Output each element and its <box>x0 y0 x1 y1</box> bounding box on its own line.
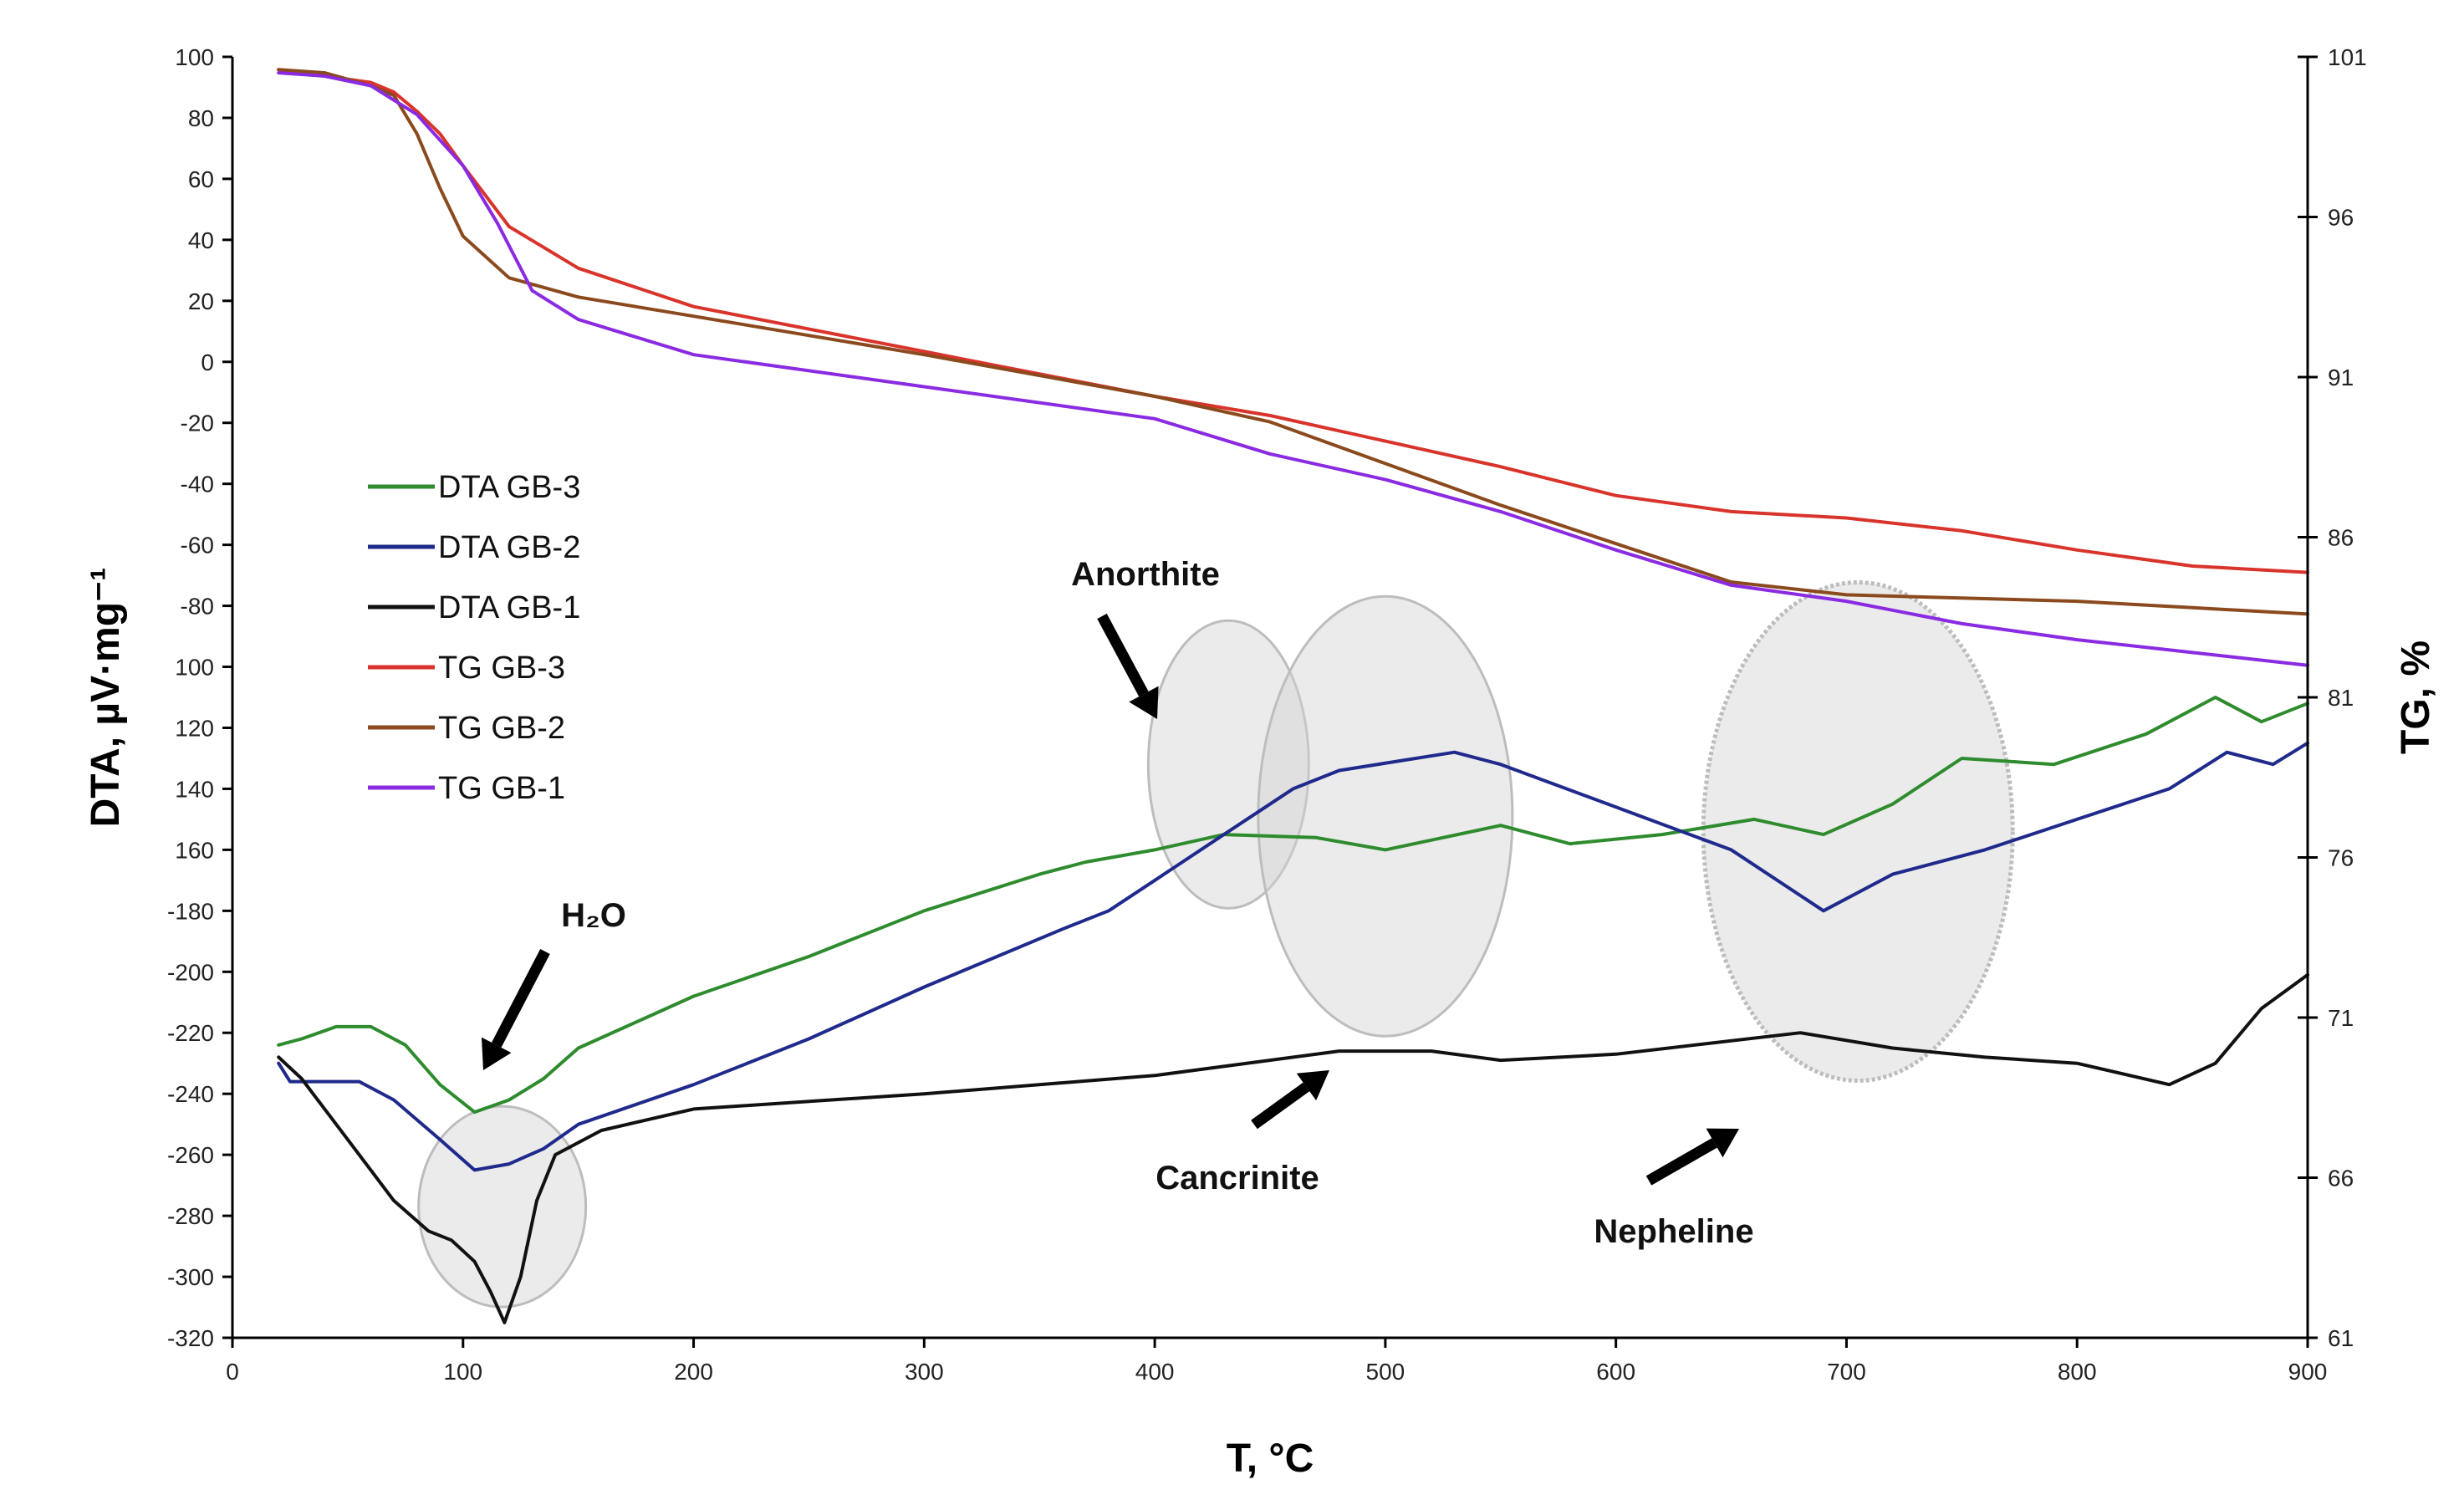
nepheline-arrow-shaft <box>1645 1138 1717 1186</box>
left-y-tick-label: 100 <box>175 655 214 681</box>
series-line-dta-gb-2 <box>277 741 2309 1172</box>
series-line-tg-gb-1 <box>277 71 2309 667</box>
right-y-tick-label: 81 <box>2328 685 2354 711</box>
annotation-label: Cancrinite <box>1155 1160 1319 1196</box>
legend-label: DTA GB-2 <box>438 530 580 565</box>
x-axis-title: T, °C <box>1227 1436 1314 1481</box>
left-y-tick-label: -220 <box>167 1020 214 1046</box>
right-y-axis-title: TG, % <box>2394 640 2438 754</box>
left-y-tick-label: -240 <box>167 1081 214 1107</box>
series-line-tg-gb-2 <box>277 68 2309 616</box>
tick-marks-and-labels: 0 100 200 300 400 500 600 700 800 900100806040200… <box>167 44 2367 1385</box>
cancrinite-arrow-head <box>1296 1070 1329 1101</box>
left-y-tick-label: -80 <box>181 594 214 620</box>
left-y-tick-label: 20 <box>188 288 214 314</box>
h2o-arrow-shaft <box>491 948 550 1048</box>
left-y-tick-label: -320 <box>167 1325 214 1351</box>
annotation-label: Nepheline <box>1594 1213 1753 1250</box>
anorthite-arrow-shaft <box>1097 613 1149 697</box>
annotation-label: Anorthite <box>1071 556 1220 593</box>
left-y-tick-label: 60 <box>188 166 214 192</box>
x-tick-label: 900 <box>2288 1359 2328 1385</box>
legend-label: DTA GB-3 <box>438 470 580 505</box>
right-y-tick-label: 76 <box>2328 845 2354 871</box>
left-y-tick-label: 0 <box>201 349 214 375</box>
left-y-tick-label: 40 <box>188 227 214 253</box>
left-y-tick-label: -200 <box>167 959 214 985</box>
x-tick-label: 0 <box>226 1359 239 1385</box>
anorthite-arrow-head <box>1129 686 1159 719</box>
series-line-dta-gb-3 <box>277 696 2309 1115</box>
series-lines <box>277 68 2309 1324</box>
x-tick-label: 400 <box>1135 1359 1175 1385</box>
left-y-tick-label: -280 <box>167 1203 214 1229</box>
left-y-tick-label: -40 <box>181 472 214 497</box>
x-tick-label: 200 <box>674 1359 713 1385</box>
legend-label: TG GB-2 <box>438 711 565 746</box>
left-y-tick-label: -20 <box>181 411 214 436</box>
left-y-tick-label: -260 <box>167 1142 214 1168</box>
right-y-tick-label: 86 <box>2328 525 2354 551</box>
h2o-arrow-head <box>481 1037 512 1070</box>
legend-label: TG GB-1 <box>438 771 565 806</box>
legend-label: DTA GB-1 <box>438 590 580 625</box>
right-y-tick-label: 96 <box>2328 205 2354 231</box>
right-y-tick-label: 101 <box>2328 44 2367 70</box>
left-y-tick-label: 140 <box>175 776 214 802</box>
left-y-tick-label: -60 <box>181 533 214 559</box>
nepheline-arrow-head <box>1706 1128 1739 1158</box>
left-y-tick-label: -180 <box>167 898 214 924</box>
cancrinite-arrow-shaft <box>1251 1082 1310 1130</box>
x-tick-label: 500 <box>1366 1359 1405 1385</box>
x-tick-label: 700 <box>1827 1359 1866 1385</box>
peak-highlight-regions <box>417 579 2015 1309</box>
left-y-tick-label: 100 <box>175 44 214 70</box>
legend: DTA GB-3 DTA GB-2 DTA GB-1 TG GB-3 TG GB-2 TG… <box>368 470 580 806</box>
x-tick-label: 600 <box>1596 1359 1635 1385</box>
left-y-tick-label: 160 <box>175 837 214 863</box>
series-line-dta-gb-1 <box>277 972 2309 1324</box>
left-y-tick-label: 80 <box>188 105 214 131</box>
nepheline-peak-region <box>1701 579 2015 1083</box>
left-y-tick-label: 120 <box>175 715 214 741</box>
right-y-tick-label: 61 <box>2328 1325 2354 1351</box>
right-y-tick-label: 66 <box>2328 1166 2354 1191</box>
legend-label: TG GB-3 <box>438 651 565 686</box>
right-y-tick-label: 71 <box>2328 1005 2354 1031</box>
x-tick-label: 100 <box>443 1359 482 1385</box>
left-y-tick-label: -300 <box>167 1264 214 1290</box>
annotations: H₂O Anorthite Cancrinite Nepheline <box>481 556 1754 1250</box>
right-y-tick-label: 91 <box>2328 365 2354 390</box>
x-tick-label: 300 <box>905 1359 944 1385</box>
annotation-label: H₂O <box>561 897 626 934</box>
x-tick-label: 800 <box>2058 1359 2097 1385</box>
cancrinite-peak-region <box>1257 594 1514 1038</box>
left-y-axis-title: DTA, µV·mg⁻¹ <box>84 568 128 828</box>
